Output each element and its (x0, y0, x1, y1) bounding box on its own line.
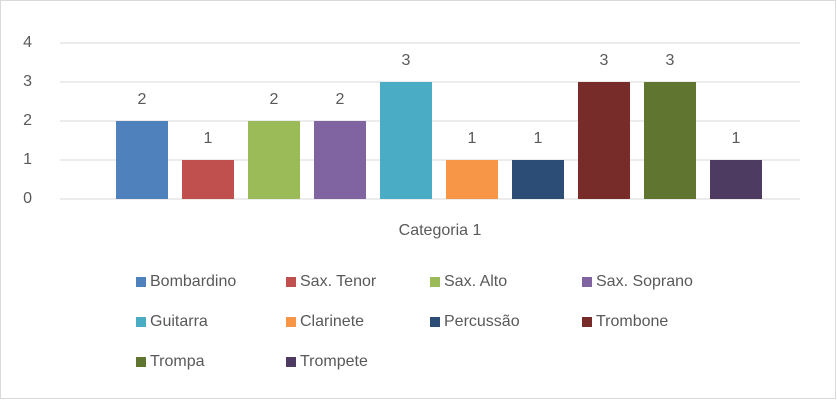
value-label: 1 (204, 130, 213, 147)
legend-swatch (286, 317, 296, 327)
y-tick-label: 3 (23, 73, 32, 90)
value-label: 1 (468, 130, 477, 147)
value-label: 3 (402, 52, 411, 69)
x-tick-label: Categoria 1 (399, 222, 482, 239)
bar (314, 121, 366, 199)
legend-label: Clarinete (300, 313, 364, 330)
legend-swatch (136, 277, 146, 287)
bar (116, 121, 168, 199)
legend-label: Bombardino (150, 273, 236, 290)
bar (710, 160, 762, 199)
value-label: 3 (666, 52, 675, 69)
value-label: 1 (732, 130, 741, 147)
legend-label: Sax. Soprano (596, 273, 693, 290)
value-label: 2 (138, 91, 147, 108)
bar (248, 121, 300, 199)
legend-swatch (582, 317, 592, 327)
legend-label: Sax. Tenor (300, 273, 377, 290)
value-label: 3 (600, 52, 609, 69)
y-tick-label: 4 (23, 34, 32, 51)
legend-swatch (136, 357, 146, 367)
bar (578, 82, 630, 199)
legend-swatch (430, 277, 440, 287)
bar (380, 82, 432, 199)
legend-label: Sax. Alto (444, 273, 507, 290)
legend-swatch (430, 317, 440, 327)
legend-label: Trompete (300, 353, 368, 370)
legend-swatch (286, 277, 296, 287)
bar (446, 160, 498, 199)
y-tick-label: 1 (23, 151, 32, 168)
legend-label: Trompa (150, 353, 205, 370)
legend-swatch (286, 357, 296, 367)
legend-label: Guitarra (150, 313, 208, 330)
bar (512, 160, 564, 199)
legend-swatch (136, 317, 146, 327)
legend-label: Percussão (444, 313, 520, 330)
value-label: 2 (270, 91, 279, 108)
y-tick-label: 0 (23, 190, 32, 207)
value-label: 1 (534, 130, 543, 147)
value-label: 2 (336, 91, 345, 108)
legend-label: Trombone (596, 313, 668, 330)
bar (644, 82, 696, 199)
legend-swatch (582, 277, 592, 287)
bar (182, 160, 234, 199)
y-tick-label: 2 (23, 112, 32, 129)
